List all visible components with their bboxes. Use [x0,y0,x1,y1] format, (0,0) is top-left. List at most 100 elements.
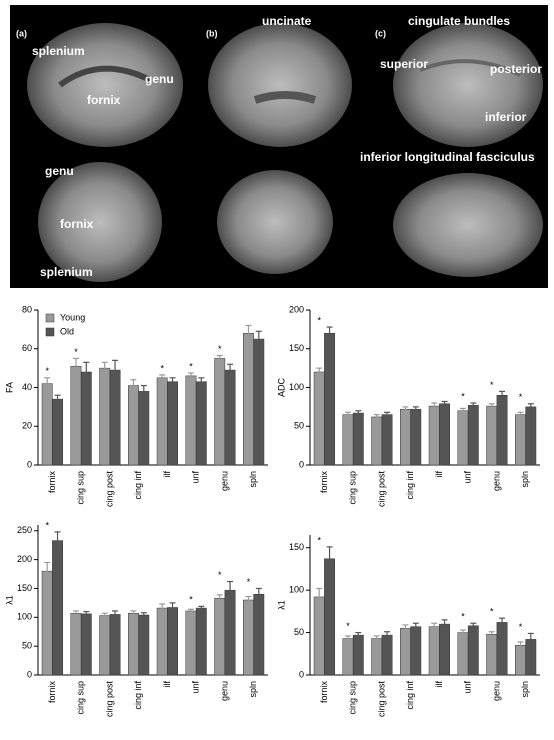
bar [400,628,411,676]
y-tick-label: 250 [17,525,32,535]
significance-marker: * [247,577,251,587]
bar [515,645,526,676]
bar [439,403,450,466]
tract [253,91,317,104]
y-tick-label: 100 [17,612,32,622]
x-tick-label: spln [248,471,258,488]
tract-label: inferior [485,110,527,124]
bar [496,622,508,676]
y-tick-label: 150 [289,343,304,353]
bar [128,613,139,676]
bar [52,540,63,676]
bar [185,610,197,676]
brain-sagittal [27,23,183,147]
bar [428,626,440,676]
y-tick-label: 200 [17,554,32,564]
bar [185,375,197,466]
x-tick-label: genu [219,681,229,701]
legend-label: Old [60,326,74,336]
significance-marker: * [317,315,321,325]
y-tick-label: 0 [299,669,304,679]
y-tick-label: 60 [22,343,32,353]
bar [439,623,450,676]
significance-marker: * [160,363,164,373]
y-tick-label: 150 [289,542,304,552]
x-tick-label: genu [219,471,229,491]
significance-marker: * [45,520,49,530]
y-axis-label: λ1 [4,595,14,605]
bar [457,410,469,466]
bar [496,395,508,466]
bar [195,607,207,676]
x-tick-label: unf [191,681,201,694]
significance-marker: * [317,535,321,545]
y-tick-label: 150 [17,583,32,593]
x-tick-label: fornix [47,471,57,494]
brain-panel: (a) (b) (c) splenium genu fornix genu fo… [10,5,548,288]
bar [243,599,254,676]
x-tick-label: cing sup [348,471,358,505]
bar [156,377,168,466]
bar [109,614,121,676]
bar [167,607,178,676]
y-tick-label: 0 [27,459,32,469]
significance-marker: * [346,621,350,631]
brain-axial [38,162,162,282]
x-tick-label: cing inf [405,471,415,500]
y-tick-label: 0 [27,669,32,679]
bar [70,613,82,676]
tract-label: genu [145,72,174,86]
bar [109,369,121,466]
y-axis-label: ADC [276,378,286,398]
tract-label: cingulate bundles [408,14,510,28]
bar [243,333,254,466]
bar [352,634,364,676]
bar [486,405,498,466]
x-tick-label: ilf [162,471,172,478]
tract-label: superior [380,57,428,71]
bar [342,414,354,466]
significance-marker: * [519,392,523,402]
y-tick-label: 200 [289,304,304,314]
significance-marker: * [461,612,465,622]
y-tick-label: 80 [22,304,32,314]
brain-sagittal [393,23,543,147]
y-tick-label: 0 [299,459,304,469]
bar [381,414,393,466]
panel-label: (c) [375,28,386,38]
bar [428,405,440,466]
y-axis-label: FA [4,382,14,393]
bar [41,383,53,466]
x-tick-label: fornix [319,681,329,704]
significance-marker: * [74,347,78,357]
tract-label: inferior longitudinal fasciculus [360,150,535,164]
y-axis-label: λ1 [276,600,286,610]
bar [138,391,150,466]
bar [324,558,335,676]
bar [80,613,92,676]
legend-swatch [45,313,55,323]
bar [400,408,411,466]
bar [41,570,53,676]
bar [156,607,168,676]
bar [167,381,178,466]
legend-swatch [45,327,55,337]
bar [324,333,335,466]
bar [381,634,393,676]
tract [58,65,152,88]
tract-label: fornix [87,93,121,107]
x-tick-label: cing post [104,681,114,718]
bar [313,371,325,466]
x-tick-label: cing sup [76,471,86,505]
significance-marker: * [519,622,523,632]
x-tick-label: genu [491,681,501,701]
brain-sagittal [208,23,352,147]
x-tick-label: unf [463,681,473,694]
bar [342,638,354,676]
y-tick-label: 100 [289,585,304,595]
tract-label: fornix [60,217,94,231]
significance-marker: * [189,595,193,605]
tract-label: splenium [40,265,93,279]
significance-marker: * [490,380,494,390]
